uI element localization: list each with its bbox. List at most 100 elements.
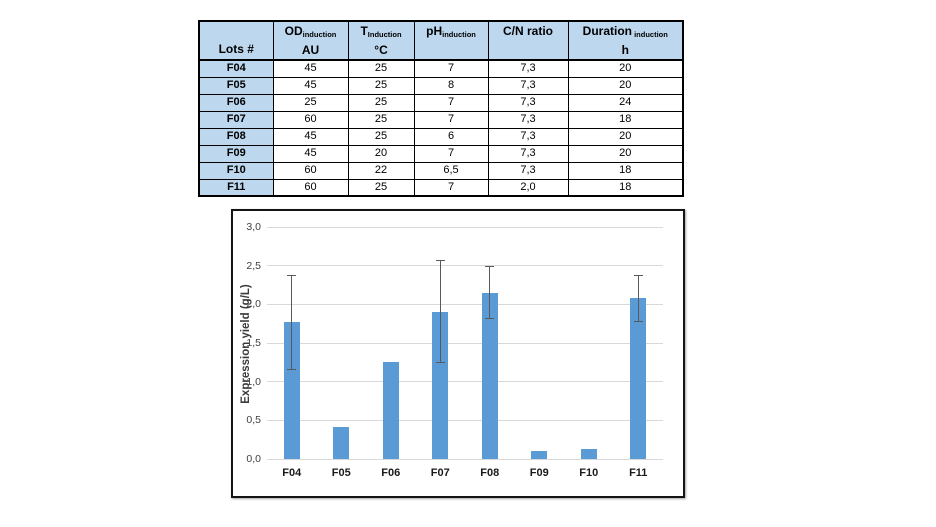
lot-id-cell: F08 — [198, 127, 274, 146]
x-tick-label: F09 — [529, 467, 549, 479]
y-tick-label: 2,0 — [246, 298, 261, 311]
error-bar-cap — [287, 274, 297, 276]
value-cell: 7,3 — [487, 93, 569, 112]
lot-id-cell: F04 — [198, 59, 274, 78]
value-cell: 20 — [567, 127, 684, 146]
x-tick-label: F10 — [579, 467, 599, 479]
bar-F11 — [630, 298, 647, 459]
value-cell: 7 — [413, 178, 489, 197]
error-bar-cap — [633, 274, 643, 276]
error-bar-cap — [485, 318, 495, 320]
value-cell: 7,3 — [487, 110, 569, 129]
value-cell: 45 — [272, 127, 349, 146]
error-bar-F07 — [439, 260, 441, 363]
value-cell: 7,3 — [487, 144, 569, 163]
col-header-t-induction: TInduction °C — [347, 20, 415, 61]
value-cell: 25 — [347, 127, 415, 146]
value-cell: 60 — [272, 110, 349, 129]
y-tick-label: 3,0 — [246, 221, 261, 233]
lot-id-cell: F07 — [198, 110, 274, 129]
gridline — [267, 458, 663, 460]
value-cell: 25 — [347, 59, 415, 78]
value-cell: 7 — [413, 93, 489, 112]
error-bar-cap — [633, 321, 643, 323]
gridline — [267, 265, 663, 267]
value-cell: 24 — [567, 93, 684, 112]
value-cell: 60 — [272, 161, 349, 180]
lot-id-cell: F11 — [198, 178, 274, 197]
table-header-row: Lots # ODinduction AU TInduction °C pHindu… — [198, 20, 684, 61]
value-cell: 60 — [272, 178, 349, 197]
x-tick-label: F07 — [430, 467, 450, 479]
gridline — [267, 381, 663, 383]
error-bar-cap — [485, 266, 495, 268]
value-cell: 8 — [413, 76, 489, 95]
x-tick-label: F06 — [381, 467, 401, 479]
table-row: F07 60 25 7 7,3 18 — [198, 110, 684, 129]
x-tick-label: F04 — [282, 467, 302, 479]
bar-F08 — [481, 292, 498, 459]
lot-id-cell: F05 — [198, 76, 274, 95]
gridline — [267, 342, 663, 344]
value-cell: 6,5 — [413, 161, 489, 180]
bar-F09 — [531, 451, 548, 459]
error-bar-F08 — [489, 266, 491, 319]
value-cell: 2,0 — [487, 178, 569, 197]
gridline — [267, 303, 663, 305]
induction-parameters-table: Lots # ODinduction AU TInduction °C pHindu… — [198, 20, 684, 197]
bar-F04 — [283, 322, 300, 459]
y-tick-label: 1,5 — [246, 337, 261, 349]
value-cell: 25 — [347, 110, 415, 129]
y-tick-label: 2,5 — [246, 259, 261, 272]
value-cell: 7 — [413, 59, 489, 78]
lot-id-cell: F09 — [198, 144, 274, 163]
value-cell: 25 — [347, 76, 415, 95]
col-header-duration-induction: Duration induction h — [567, 20, 684, 61]
value-cell: 45 — [272, 76, 349, 95]
expression-yield-chart: Expression yield (g/L) 0,0 0,5 1,0 1,5 2,0 2,… — [231, 209, 685, 498]
table-row: F05 45 25 8 7,3 20 — [198, 76, 684, 95]
col-header-lots: Lots # — [198, 20, 274, 61]
value-cell: 7 — [413, 144, 489, 163]
value-cell: 18 — [567, 161, 684, 180]
y-tick-label: 0,5 — [246, 414, 261, 427]
x-tick-label: F05 — [331, 467, 351, 479]
value-cell: 7 — [413, 110, 489, 129]
table-row: F10 60 22 6,5 7,3 18 — [198, 161, 684, 180]
plot-area: 0,0 0,5 1,0 1,5 2,0 2,5 3,0 F04 F05 F06 F07 F08 F09 F… — [246, 221, 663, 479]
value-cell: 6 — [413, 127, 489, 146]
value-cell: 20 — [567, 59, 684, 78]
value-cell: 7,3 — [487, 127, 569, 146]
table-row: F06 25 25 7 7,3 24 — [198, 93, 684, 112]
value-cell: 20 — [347, 144, 415, 163]
bar-F06 — [382, 362, 399, 459]
value-cell: 45 — [272, 59, 349, 78]
error-bar-F04 — [291, 274, 293, 369]
table-row: F11 60 25 7 2,0 18 — [198, 178, 684, 197]
bar-F07 — [432, 312, 449, 459]
lot-id-cell: F06 — [198, 93, 274, 112]
error-bar-cap — [287, 368, 297, 370]
x-tick-label: F08 — [480, 467, 500, 479]
error-bar-cap — [435, 362, 445, 364]
value-cell: 25 — [347, 93, 415, 112]
lot-id-cell: F10 — [198, 161, 274, 180]
error-bar-cap — [435, 260, 445, 262]
x-tick-label: F11 — [629, 467, 648, 479]
gridline — [267, 419, 663, 421]
value-cell: 7,3 — [487, 76, 569, 95]
value-cell: 25 — [272, 93, 349, 112]
value-cell: 45 — [272, 144, 349, 163]
y-tick-label: 1,0 — [246, 375, 261, 388]
value-cell: 18 — [567, 178, 684, 197]
table-row: F09 45 20 7 7,3 20 — [198, 144, 684, 163]
value-cell: 22 — [347, 161, 415, 180]
table-row: F08 45 25 6 7,3 20 — [198, 127, 684, 146]
value-cell: 7,3 — [487, 59, 569, 78]
col-header-ph-induction: pHinduction — [413, 20, 489, 61]
bar-F10 — [580, 448, 597, 459]
value-cell: 25 — [347, 178, 415, 197]
gridline — [267, 226, 663, 228]
y-tick-label: 0,0 — [246, 453, 261, 465]
